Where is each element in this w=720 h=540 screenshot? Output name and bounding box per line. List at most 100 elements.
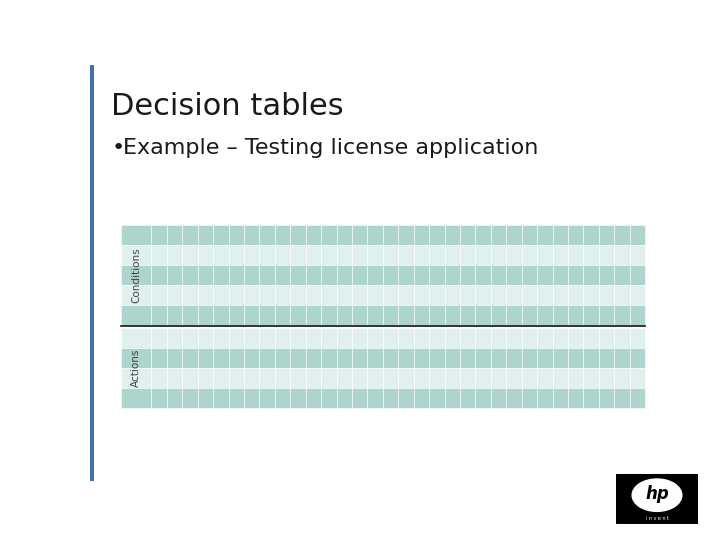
Bar <box>599 265 614 285</box>
Bar <box>537 368 553 388</box>
Bar <box>491 245 506 265</box>
Bar <box>583 265 599 285</box>
Bar <box>614 348 630 368</box>
Bar <box>228 305 244 325</box>
Bar <box>398 285 414 305</box>
Bar <box>522 388 537 408</box>
Bar <box>275 305 290 325</box>
Bar <box>599 225 614 245</box>
Bar <box>167 368 182 388</box>
Bar <box>522 368 537 388</box>
Bar <box>121 245 151 265</box>
Bar <box>167 348 182 368</box>
Bar <box>352 265 367 285</box>
Bar <box>151 348 167 368</box>
Bar <box>537 348 553 368</box>
Bar <box>429 348 444 368</box>
Bar <box>367 285 383 305</box>
Bar <box>599 245 614 265</box>
Bar <box>198 305 213 325</box>
Bar <box>182 305 198 325</box>
Text: Conditions: Conditions <box>131 247 141 302</box>
Bar <box>491 305 506 325</box>
Text: Decision tables: Decision tables <box>111 92 344 121</box>
Bar <box>537 225 553 245</box>
FancyBboxPatch shape <box>614 475 700 523</box>
Bar <box>383 388 398 408</box>
Bar <box>383 328 398 348</box>
Bar <box>491 368 506 388</box>
Bar <box>568 285 583 305</box>
Bar <box>583 225 599 245</box>
Bar <box>475 285 491 305</box>
Bar <box>290 388 306 408</box>
Bar <box>460 245 475 265</box>
Bar <box>367 265 383 285</box>
Bar <box>151 368 167 388</box>
Bar <box>537 388 553 408</box>
Bar <box>182 265 198 285</box>
Bar <box>367 305 383 325</box>
Bar <box>506 245 522 265</box>
Bar <box>151 265 167 285</box>
Bar <box>444 285 460 305</box>
Bar <box>151 305 167 325</box>
Bar <box>90 65 94 481</box>
Bar <box>429 328 444 348</box>
Bar <box>460 348 475 368</box>
Bar <box>383 348 398 368</box>
Bar <box>259 285 275 305</box>
Bar <box>213 245 228 265</box>
Bar <box>444 225 460 245</box>
Bar <box>475 328 491 348</box>
Bar <box>522 265 537 285</box>
Bar <box>506 265 522 285</box>
Bar <box>290 265 306 285</box>
Bar <box>491 328 506 348</box>
Bar <box>444 328 460 348</box>
Bar <box>306 225 321 245</box>
Bar <box>444 245 460 265</box>
Bar <box>630 225 645 245</box>
Bar <box>213 225 228 245</box>
Bar <box>444 388 460 408</box>
Bar <box>213 348 228 368</box>
Bar <box>537 328 553 348</box>
Bar <box>352 225 367 245</box>
Bar <box>599 285 614 305</box>
Bar <box>306 388 321 408</box>
Bar <box>614 388 630 408</box>
Bar <box>259 225 275 245</box>
Bar <box>182 285 198 305</box>
Bar <box>460 328 475 348</box>
Bar <box>228 245 244 265</box>
Bar <box>583 368 599 388</box>
Bar <box>383 368 398 388</box>
Bar <box>475 265 491 285</box>
Bar <box>599 368 614 388</box>
Bar <box>321 225 336 245</box>
Bar <box>398 328 414 348</box>
Bar <box>275 285 290 305</box>
Bar <box>614 245 630 265</box>
Bar <box>475 245 491 265</box>
Bar <box>429 388 444 408</box>
Bar <box>614 368 630 388</box>
Bar <box>306 348 321 368</box>
Bar <box>228 348 244 368</box>
Bar <box>506 285 522 305</box>
Bar <box>336 388 352 408</box>
Bar <box>182 328 198 348</box>
Bar <box>506 328 522 348</box>
Bar <box>151 328 167 348</box>
Bar <box>506 348 522 368</box>
Bar <box>306 285 321 305</box>
Bar <box>553 265 568 285</box>
Bar <box>352 388 367 408</box>
Bar <box>352 328 367 348</box>
Bar <box>306 305 321 325</box>
Bar <box>198 285 213 305</box>
Bar <box>599 328 614 348</box>
Bar <box>475 368 491 388</box>
Bar <box>167 305 182 325</box>
